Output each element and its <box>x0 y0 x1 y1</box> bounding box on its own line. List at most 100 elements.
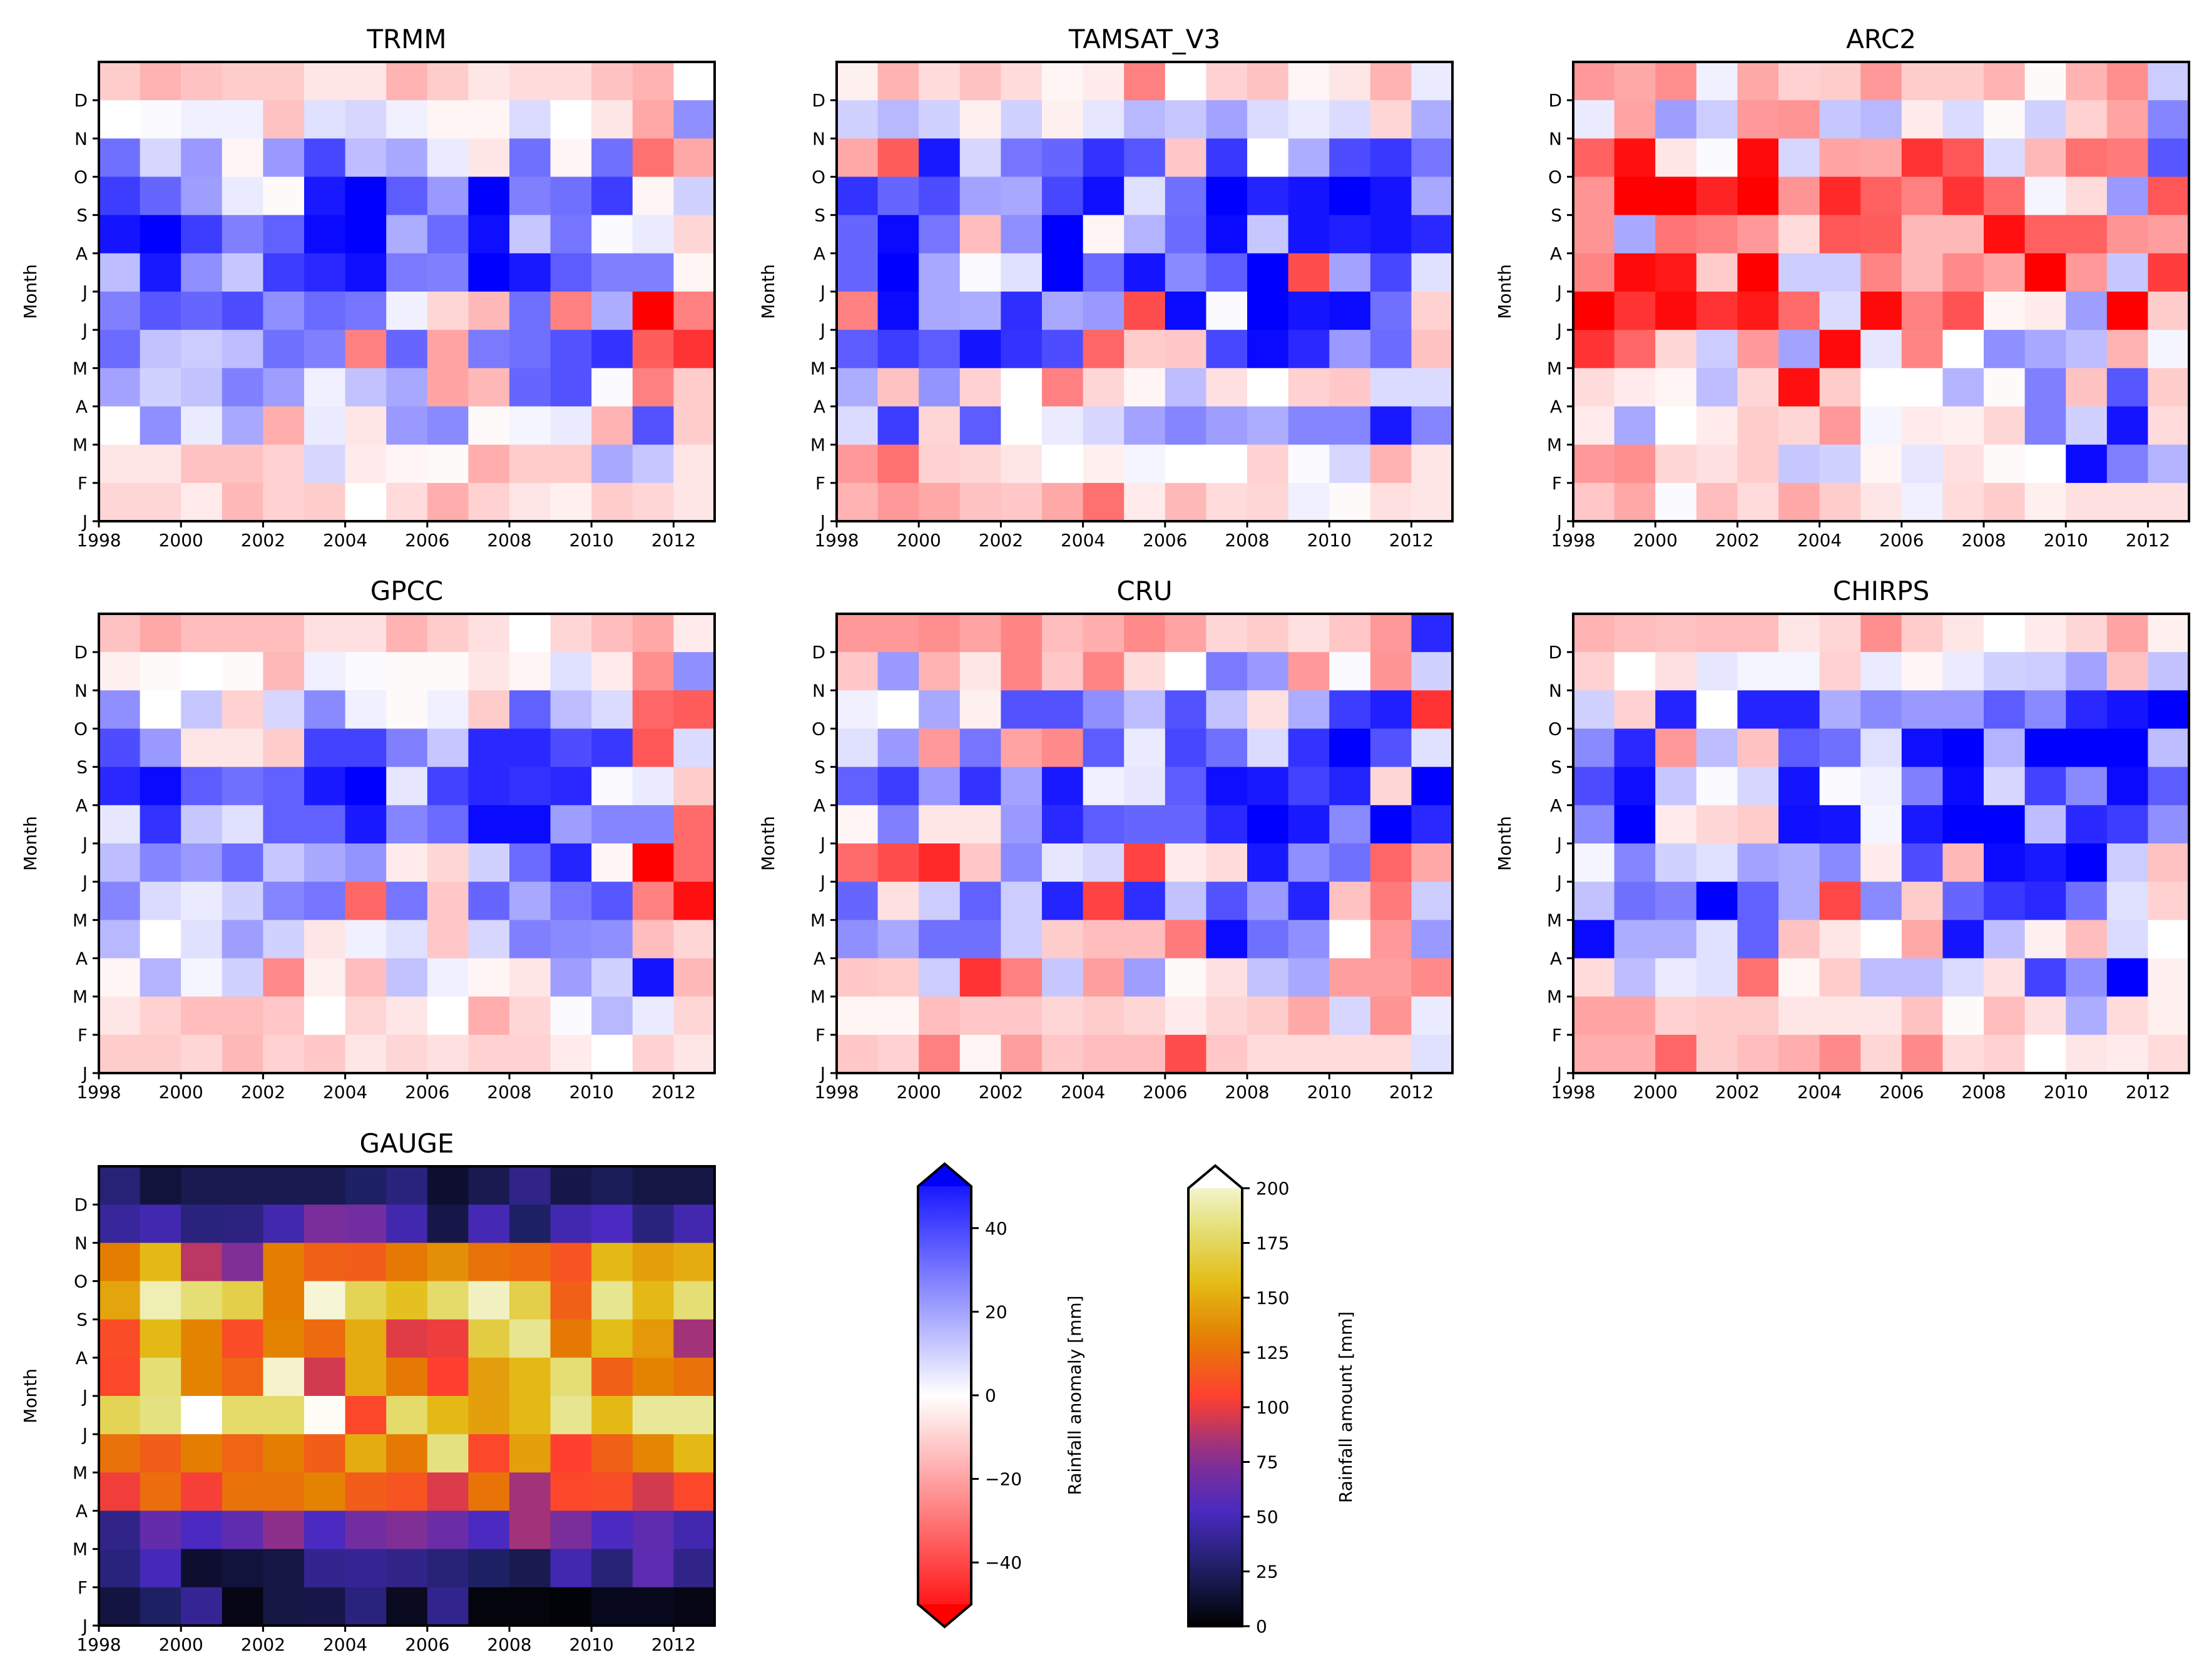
heatmap-cell <box>1737 652 1779 691</box>
heatmap-cell <box>263 958 305 997</box>
heatmap-cell <box>181 1434 223 1473</box>
heatmap-cell <box>1942 444 1984 484</box>
heatmap-cell <box>386 1549 428 1588</box>
heatmap-cell <box>1411 614 1453 653</box>
heatmap-cell <box>591 958 633 997</box>
heatmap-cell <box>427 1243 469 1282</box>
heatmap-cell <box>1778 176 1820 216</box>
heatmap-cell <box>1411 62 1453 101</box>
heatmap-cell <box>1288 253 1330 292</box>
heatmap-cell <box>1411 482 1453 522</box>
heatmap-cell <box>468 253 510 292</box>
heatmap-cell <box>1860 843 1902 882</box>
heatmap-cell <box>837 138 879 178</box>
heatmap-cell <box>1001 138 1043 178</box>
heatmap-cell <box>1860 100 1902 139</box>
heatmap-cell <box>1737 690 1779 730</box>
heatmap-cell <box>99 652 141 691</box>
heatmap-cell <box>1984 330 2026 369</box>
heatmap-cell <box>673 368 715 407</box>
heatmap-cell <box>468 368 510 407</box>
heatmap-cell <box>1655 843 1697 882</box>
heatmap-cell <box>1124 920 1166 959</box>
heatmap-cell <box>263 1281 305 1320</box>
month-tick-label: A <box>814 795 825 816</box>
heatmap-cell <box>2106 728 2148 768</box>
heatmap-cell <box>591 292 633 330</box>
heatmap-cell <box>2106 996 2148 1036</box>
heatmap-cell <box>427 253 469 292</box>
heatmap-cell <box>1001 100 1043 139</box>
heatmap-cell <box>550 292 592 330</box>
heatmap-cell <box>509 253 551 292</box>
heatmap-cell <box>1288 996 1330 1036</box>
heatmap-cell <box>99 1472 141 1512</box>
heatmap-cell <box>427 882 469 920</box>
year-tick-label: 2004 <box>323 530 367 551</box>
heatmap-cell <box>1655 138 1697 178</box>
heatmap-cell <box>427 1434 469 1473</box>
heatmap-cell <box>1984 614 2026 653</box>
year-tick-label: 2010 <box>569 1082 614 1102</box>
heatmap-cell <box>181 996 223 1036</box>
heatmap-cell <box>1042 614 1084 653</box>
heatmap-cell <box>1737 766 1779 806</box>
heatmap-cell <box>181 368 223 407</box>
heatmap-cell <box>1001 253 1043 292</box>
heatmap-cell <box>181 1166 223 1205</box>
heatmap-cell <box>632 1166 674 1205</box>
heatmap-cell <box>386 882 428 920</box>
month-tick-label: J <box>819 872 825 892</box>
heatmap-cell <box>222 1281 263 1320</box>
heatmap-cell <box>1860 920 1902 959</box>
heatmap-cell <box>1778 330 1820 369</box>
heatmap-cell <box>1655 406 1697 445</box>
heatmap-cell <box>837 292 879 330</box>
heatmap-cell <box>509 368 551 407</box>
heatmap-cell <box>591 176 633 216</box>
heatmap-cell <box>632 406 674 445</box>
heatmap-cell <box>1984 882 2026 920</box>
heatmap-cell <box>2024 996 2066 1036</box>
heatmap-cell <box>1860 406 1902 445</box>
heatmap-cell <box>1778 766 1820 806</box>
heatmap-cell <box>2106 805 2148 844</box>
heatmap-cell <box>1819 330 1861 369</box>
heatmap-cell <box>1737 920 1779 959</box>
heatmap-cell <box>1124 614 1166 653</box>
heatmap-cell <box>1329 920 1371 959</box>
heatmap-cell <box>181 482 223 522</box>
heatmap-cell <box>550 766 592 806</box>
heatmap-cell <box>877 406 919 445</box>
heatmap-cell <box>1083 292 1125 330</box>
heatmap-cell <box>1042 843 1084 882</box>
heatmap-cell <box>427 1510 469 1550</box>
heatmap-cell <box>1778 292 1820 330</box>
heatmap-cell <box>99 1281 141 1320</box>
month-tick-label: J <box>1556 511 1562 532</box>
heatmap-cell <box>1942 958 1984 997</box>
heatmap-cell <box>1124 138 1166 178</box>
heatmap-cell <box>222 406 263 445</box>
heatmap-cell <box>1942 843 1984 882</box>
heatmap-cell <box>140 253 181 292</box>
colorbar-extend-max <box>1188 1166 1242 1188</box>
heatmap-cell <box>959 728 1001 768</box>
heatmap-cell <box>1573 843 1615 882</box>
heatmap-cell <box>140 1357 181 1397</box>
heatmap-cell <box>1124 368 1166 407</box>
month-tick-label: M <box>1547 435 1562 456</box>
year-tick-label: 2012 <box>1389 530 1434 551</box>
heatmap-cell <box>427 444 469 484</box>
heatmap-cell <box>2024 728 2066 768</box>
month-tick-label: F <box>815 1025 825 1046</box>
month-tick-label: S <box>76 757 88 778</box>
heatmap-cell <box>140 882 181 920</box>
heatmap-cell <box>181 728 223 768</box>
heatmap-cell <box>1042 292 1084 330</box>
heatmap-cell <box>1165 805 1207 844</box>
heatmap-cell <box>386 766 428 806</box>
heatmap-cell <box>1573 444 1615 484</box>
heatmap-cell <box>1329 406 1371 445</box>
heatmap-cell <box>345 1357 387 1397</box>
